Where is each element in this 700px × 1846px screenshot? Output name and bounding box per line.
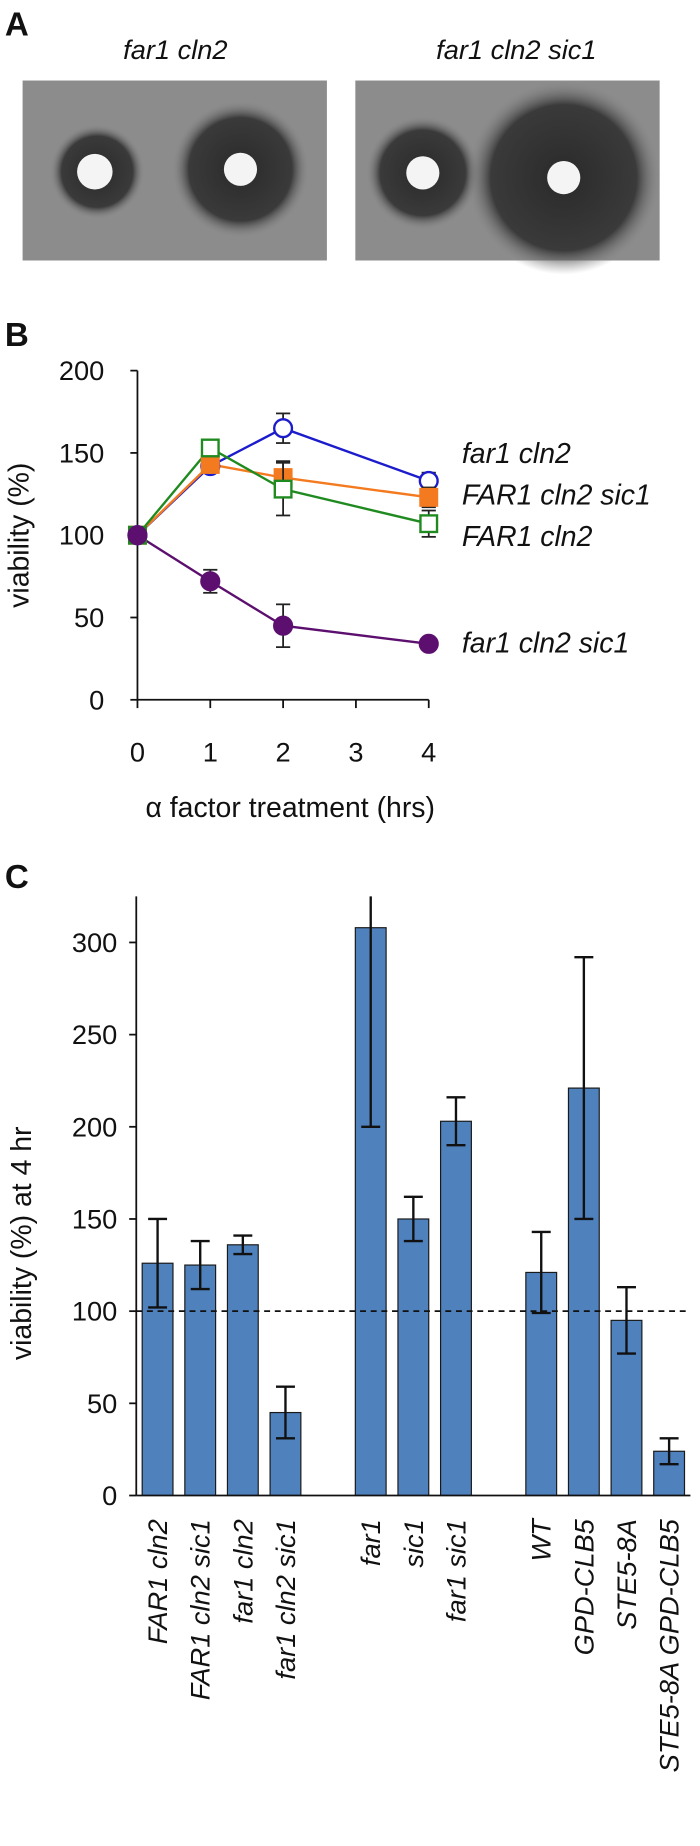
x-tick-label: 3 bbox=[348, 736, 363, 767]
plot-area bbox=[141, 896, 686, 1496]
error-bar bbox=[574, 956, 594, 1221]
x-tick-label: 4 bbox=[421, 736, 436, 767]
x-tick-label: far1 sic1 bbox=[440, 1519, 471, 1622]
panel-label: C bbox=[5, 859, 29, 896]
x-tick-label: 2 bbox=[276, 736, 291, 767]
photo bbox=[355, 80, 661, 275]
error-bar bbox=[403, 1195, 423, 1243]
x-axis-label: α factor treatment (hrs) bbox=[145, 792, 435, 824]
y-tick-label: 100 bbox=[72, 1296, 117, 1327]
marker bbox=[200, 438, 220, 458]
x-tick-label: STE5-8A GPD-CLB5 bbox=[654, 1518, 685, 1772]
marker bbox=[200, 571, 221, 592]
error-bar bbox=[531, 1230, 551, 1315]
bar bbox=[184, 1264, 217, 1496]
y-tick-label: 200 bbox=[59, 355, 104, 386]
marker bbox=[273, 418, 294, 439]
x-tick-label: far1 cln2 sic1 bbox=[270, 1519, 301, 1679]
error-bar bbox=[275, 1385, 295, 1440]
marker bbox=[200, 454, 220, 474]
y-axis-label: viability (%) at 4 hr bbox=[6, 1126, 38, 1360]
y-axis-label: viability (%) bbox=[4, 463, 36, 608]
marker bbox=[419, 514, 439, 534]
y-tick-label: 100 bbox=[59, 520, 104, 551]
y-tick-label: 0 bbox=[102, 1480, 117, 1511]
marker bbox=[418, 633, 439, 654]
x-tick-label: GPD-CLB5 bbox=[568, 1518, 599, 1655]
marker bbox=[127, 525, 148, 546]
series-label: FAR1 cln2 bbox=[462, 521, 593, 553]
x-tick-label: STE5-8A bbox=[611, 1519, 642, 1629]
y-tick-label: 0 bbox=[89, 684, 104, 715]
series-line bbox=[136, 446, 430, 536]
caption: far1 cln2 bbox=[123, 34, 227, 65]
bar bbox=[226, 1244, 259, 1496]
error-bar bbox=[446, 1096, 466, 1147]
panel-label: A bbox=[5, 7, 29, 44]
y-tick-label: 50 bbox=[74, 602, 104, 633]
bar bbox=[397, 1218, 430, 1496]
x-tick-label: far1 bbox=[355, 1519, 386, 1566]
series-line bbox=[136, 534, 429, 646]
x-tick-label: 1 bbox=[203, 736, 218, 767]
photo bbox=[22, 80, 327, 261]
error-bar bbox=[617, 1286, 636, 1355]
x-tick-label: FAR1 cln2 sic1 bbox=[185, 1519, 216, 1700]
error-bar bbox=[361, 896, 381, 1128]
x-tick-label: sic1 bbox=[398, 1519, 429, 1567]
marker bbox=[273, 615, 294, 636]
x-tick-label: far1 cln2 bbox=[227, 1519, 258, 1623]
marker bbox=[273, 479, 293, 499]
x-tick-label: FAR1 cln2 bbox=[142, 1519, 173, 1644]
x-tick-label: 0 bbox=[130, 736, 145, 767]
bar bbox=[439, 1120, 472, 1496]
error-bar bbox=[659, 1437, 679, 1466]
y-tick-label: 250 bbox=[72, 1019, 117, 1050]
panel-label: B bbox=[5, 317, 29, 354]
x-tick-label: WT bbox=[526, 1517, 557, 1562]
y-tick-label: 150 bbox=[72, 1203, 117, 1234]
y-tick-label: 50 bbox=[87, 1388, 117, 1419]
series-label: far1 cln2 bbox=[462, 438, 571, 470]
error-bar bbox=[148, 1217, 168, 1309]
series-label: FAR1 cln2 sic1 bbox=[462, 479, 651, 511]
error-bar bbox=[233, 1234, 253, 1256]
y-tick-label: 300 bbox=[72, 927, 117, 958]
y-tick-label: 150 bbox=[59, 437, 104, 468]
series-label: far1 cln2 sic1 bbox=[462, 627, 629, 659]
marker bbox=[419, 487, 439, 507]
series-line bbox=[136, 463, 429, 537]
y-tick-label: 200 bbox=[72, 1111, 117, 1142]
caption: far1 cln2 sic1 bbox=[436, 34, 596, 65]
error-bar bbox=[190, 1239, 210, 1291]
